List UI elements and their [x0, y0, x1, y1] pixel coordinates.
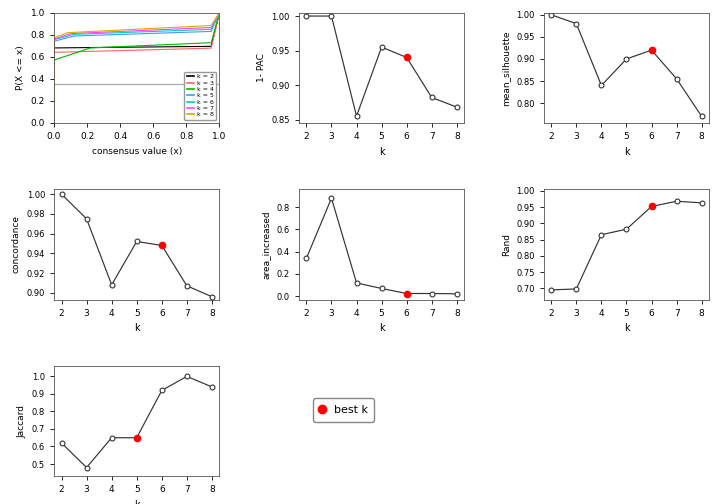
X-axis label: k: k — [134, 500, 140, 504]
Y-axis label: area_increased: area_increased — [262, 210, 271, 279]
Y-axis label: 1- PAC: 1- PAC — [257, 53, 266, 82]
Y-axis label: Jaccard: Jaccard — [17, 405, 26, 437]
Legend: best k: best k — [312, 398, 374, 422]
X-axis label: k: k — [624, 147, 629, 157]
Legend: k = 2, k = 3, k = 4, k = 5, k = 6, k = 7, k = 8: k = 2, k = 3, k = 4, k = 5, k = 6, k = 7… — [184, 72, 216, 120]
Y-axis label: mean_silhouette: mean_silhouette — [502, 30, 510, 105]
X-axis label: k: k — [379, 147, 384, 157]
X-axis label: consensus value (x): consensus value (x) — [91, 147, 182, 156]
Y-axis label: P(X <= x): P(X <= x) — [16, 45, 25, 90]
X-axis label: k: k — [379, 323, 384, 333]
X-axis label: k: k — [134, 323, 140, 333]
X-axis label: k: k — [624, 323, 629, 333]
Y-axis label: Rand: Rand — [502, 233, 510, 256]
Y-axis label: concordance: concordance — [12, 215, 21, 274]
